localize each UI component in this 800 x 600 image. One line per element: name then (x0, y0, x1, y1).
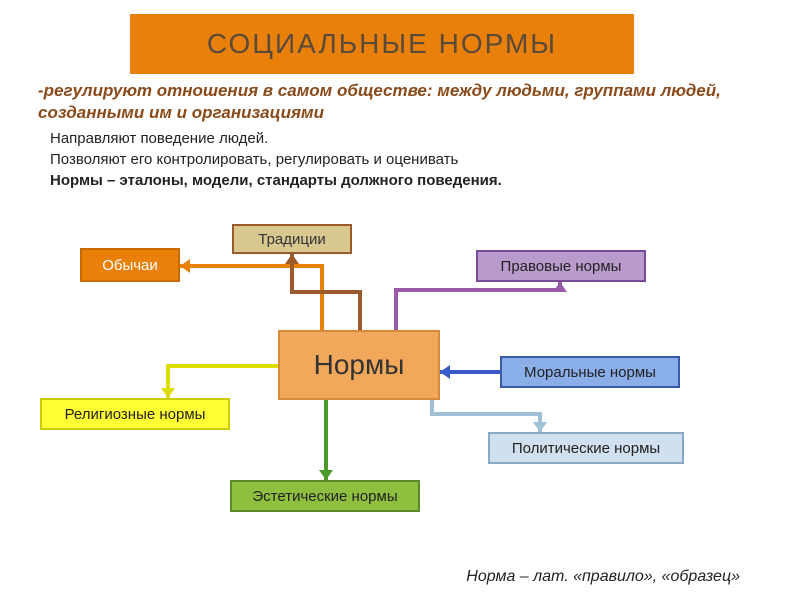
node-label-aesthetic: Эстетические нормы (252, 488, 397, 505)
node-customs: Обычаи (80, 248, 180, 282)
diagram-layer: Нормы Обычаи Традиции Правовые нормы Религи… (0, 0, 800, 600)
footnote: Норма – лат. «правило», «образец» (466, 568, 740, 586)
node-label-political: Политические нормы (512, 440, 660, 457)
node-political: Политические нормы (488, 432, 684, 464)
node-religious: Религиозные нормы (40, 398, 230, 430)
center-label: Нормы (314, 349, 405, 381)
node-label-traditions: Традиции (258, 231, 326, 248)
node-traditions: Традиции (232, 224, 352, 254)
node-label-moral: Моральные нормы (524, 364, 656, 381)
center-node: Нормы (278, 330, 440, 400)
node-moral: Моральные нормы (500, 356, 680, 388)
footnote-text: Норма – лат. «правило», «образец» (466, 568, 740, 585)
node-label-customs: Обычаи (102, 257, 158, 274)
node-label-legal: Правовые нормы (501, 258, 622, 275)
node-label-religious: Религиозные нормы (65, 406, 206, 423)
node-aesthetic: Эстетические нормы (230, 480, 420, 512)
node-legal: Правовые нормы (476, 250, 646, 282)
